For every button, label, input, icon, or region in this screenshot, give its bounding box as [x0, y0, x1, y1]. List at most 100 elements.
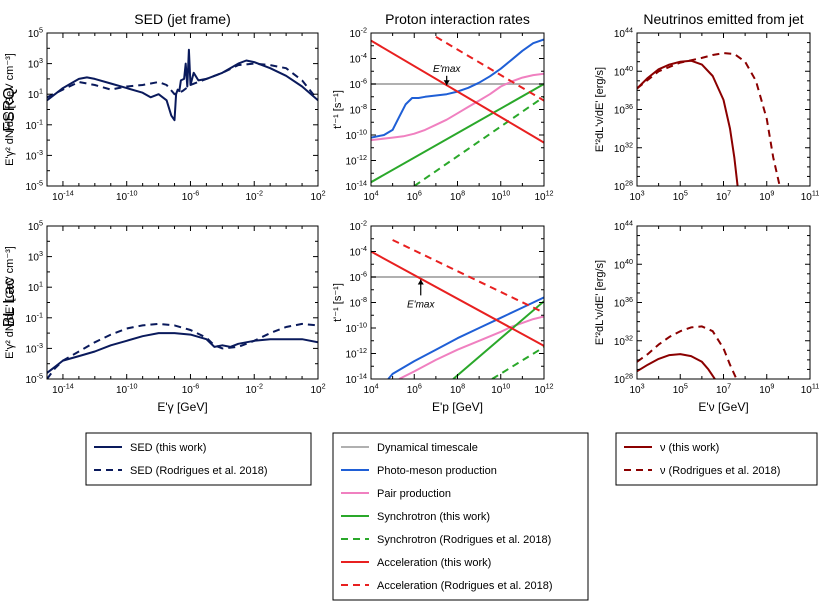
y-tick-label: 10-1 — [25, 117, 43, 132]
x-tick-label: 1011 — [801, 189, 820, 204]
series-2 — [398, 315, 544, 379]
x-tick-label: 105 — [673, 382, 688, 397]
x-tick-label: 1012 — [534, 382, 553, 397]
series-0 — [637, 353, 716, 379]
y-tick-label: 10-2 — [349, 26, 367, 41]
annotation-arrow-head — [417, 279, 424, 285]
x-tick-label: 1010 — [491, 382, 510, 397]
x-tick-label: 10-14 — [52, 189, 74, 204]
series-1 — [371, 38, 544, 139]
x-tick-label: 1012 — [534, 189, 553, 204]
x-tick-label: 10-10 — [116, 382, 138, 397]
y-tick-label: 10-10 — [345, 128, 367, 143]
y-axis-label: E'γ² dN/dE' [GeV cm⁻³] — [4, 53, 16, 166]
y-tick-label: 10-5 — [25, 372, 43, 387]
legend-label: Synchrotron (Rodrigues et al. 2018) — [377, 534, 551, 546]
legend-rates: Dynamical timescale Photo-meson productio… — [332, 432, 589, 601]
series-5 — [371, 39, 544, 144]
y-tick-label: 10-10 — [345, 321, 367, 336]
x-tick-label: 1011 — [801, 382, 820, 397]
series-4 — [491, 346, 544, 379]
x-tick-label: 105 — [673, 189, 688, 204]
y-tick-label: 10-2 — [349, 219, 367, 234]
series-1 — [47, 62, 318, 101]
series-6 — [392, 239, 544, 314]
series-1 — [637, 52, 781, 186]
x-tick-label: 10-14 — [52, 382, 74, 397]
panel-bllac-rates: 104 106 108 1010 1012 10-14 10-12 10-10 10-8 10-6… — [332, 219, 554, 415]
y-tick-label: 103 — [28, 249, 43, 264]
y-tick-label: 1028 — [614, 179, 633, 194]
series-1 — [387, 296, 544, 379]
annotation-emax: E'max — [407, 299, 435, 310]
y-tick-label: 1040 — [614, 257, 633, 272]
legend-label: Dynamical timescale — [377, 442, 478, 454]
y-tick-label: 10-3 — [25, 148, 43, 163]
x-tick-label: 106 — [407, 189, 422, 204]
y-tick-label: 101 — [28, 280, 43, 295]
plot-frame — [636, 225, 811, 380]
series-1 — [637, 325, 738, 379]
y-tick-label: 10-1 — [25, 310, 43, 325]
x-tick-label: 107 — [716, 382, 731, 397]
y-tick-label: 1036 — [614, 295, 633, 310]
column-title-2: Neutrinos emitted from jet — [643, 11, 803, 27]
y-tick-label: 1032 — [614, 333, 633, 348]
y-tick-label: 10-6 — [349, 77, 367, 92]
y-axis-label: E'²dL'ν/dE' [erg/s] — [594, 67, 606, 152]
x-tick-label: 108 — [450, 382, 465, 397]
series-3 — [452, 300, 544, 379]
series-5 — [371, 250, 544, 347]
annotation-arrow-head — [443, 80, 450, 86]
legend-frame — [615, 432, 818, 486]
series-6 — [435, 35, 544, 102]
x-tick-label: 106 — [407, 382, 422, 397]
series-group — [371, 35, 544, 186]
y-tick-label: 10-4 — [349, 51, 367, 66]
panel-bllac-nu: 103 105 107 109 1011 1028 1032 1036 1040 1044 E'²d… — [594, 219, 819, 415]
legend-label: Acceleration (this work) — [377, 557, 491, 569]
y-tick-label: 10-5 — [25, 179, 43, 194]
panel-fsrq-rates: 104 106 108 1010 1012 10-14 10-12 10-10 10-8 10-6… — [332, 26, 554, 204]
x-tick-label: 10-10 — [116, 189, 138, 204]
y-tick-label: 1040 — [614, 64, 633, 79]
y-axis-label: t'⁻¹ [s⁻¹] — [332, 283, 344, 322]
legend-label: ν (Rodrigues et al. 2018) — [660, 465, 780, 477]
x-axis-label: E'γ [GeV] — [157, 400, 207, 414]
plot-frame — [46, 32, 319, 187]
column-title-0: SED (jet frame) — [134, 11, 230, 27]
x-axis-label: E'p [GeV] — [432, 400, 483, 414]
series-2 — [371, 72, 544, 142]
series-group — [371, 239, 544, 379]
panel-fsrq-nu: 103 105 107 109 1011 1028 1032 1036 1040 1044 E'²d… — [594, 26, 819, 204]
x-axis-label: E'ν [GeV] — [698, 400, 748, 414]
y-tick-label: 1044 — [614, 26, 633, 41]
x-tick-label: 107 — [716, 189, 731, 204]
x-tick-label: 109 — [759, 189, 774, 204]
y-tick-label: 10-8 — [349, 102, 367, 117]
series-0 — [637, 59, 739, 186]
y-tick-label: 10-14 — [345, 179, 367, 194]
x-tick-label: 104 — [363, 189, 378, 204]
x-tick-label: 102 — [310, 382, 325, 397]
series-group — [47, 322, 318, 379]
x-tick-label: 108 — [450, 189, 465, 204]
column-title-1: Proton interaction rates — [385, 11, 530, 27]
series-group — [47, 48, 318, 122]
x-tick-label: 104 — [363, 382, 378, 397]
series-group — [637, 52, 781, 186]
x-tick-label: 10-2 — [245, 189, 263, 204]
panel-fsrq-sed: 10-14 10-10 10-6 10-2 102 10-5 10-3 10-1 101 103 1… — [4, 26, 326, 204]
x-tick-label: 103 — [629, 189, 644, 204]
y-axis-label: t'⁻¹ [s⁻¹] — [332, 90, 344, 129]
series-1 — [47, 322, 318, 379]
y-tick-label: 10-8 — [349, 295, 367, 310]
annotation-emax: E'max — [433, 64, 461, 75]
y-tick-label: 101 — [28, 87, 43, 102]
series-0 — [47, 332, 318, 374]
legend-frame — [85, 432, 312, 486]
y-tick-label: 10-14 — [345, 372, 367, 387]
y-tick-label: 1028 — [614, 372, 633, 387]
y-tick-label: 1036 — [614, 102, 633, 117]
y-tick-label: 10-12 — [345, 346, 367, 361]
